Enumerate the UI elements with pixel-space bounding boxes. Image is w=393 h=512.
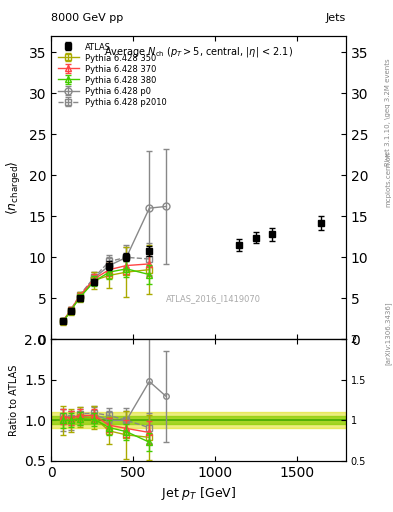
Y-axis label: $\langle n_{\mathrm{charged}} \rangle$: $\langle n_{\mathrm{charged}} \rangle$ [5, 160, 23, 215]
Text: ATLAS_2016_I1419070: ATLAS_2016_I1419070 [166, 294, 261, 303]
Bar [51, 412, 346, 429]
Y-axis label: Ratio to ATLAS: Ratio to ATLAS [9, 365, 19, 436]
Text: Jets: Jets [325, 13, 346, 23]
Text: mcplots.cern.ch: mcplots.cern.ch [385, 151, 391, 207]
Text: [arXiv:1306.3436]: [arXiv:1306.3436] [384, 301, 391, 365]
Text: Average $N_{\mathrm{ch}}$ ($p_T>5$, central, $|\eta|$ < 2.1): Average $N_{\mathrm{ch}}$ ($p_T>5$, cent… [104, 45, 293, 59]
Text: Rivet 3.1.10, \geq 3.2M events: Rivet 3.1.10, \geq 3.2M events [385, 59, 391, 166]
Legend: ATLAS, Pythia 6.428 350, Pythia 6.428 370, Pythia 6.428 380, Pythia 6.428 p0, Py: ATLAS, Pythia 6.428 350, Pythia 6.428 37… [55, 40, 169, 110]
X-axis label: Jet $p_T$ [GeV]: Jet $p_T$ [GeV] [161, 485, 236, 502]
Text: 8000 GeV pp: 8000 GeV pp [51, 13, 123, 23]
Bar [51, 416, 346, 424]
